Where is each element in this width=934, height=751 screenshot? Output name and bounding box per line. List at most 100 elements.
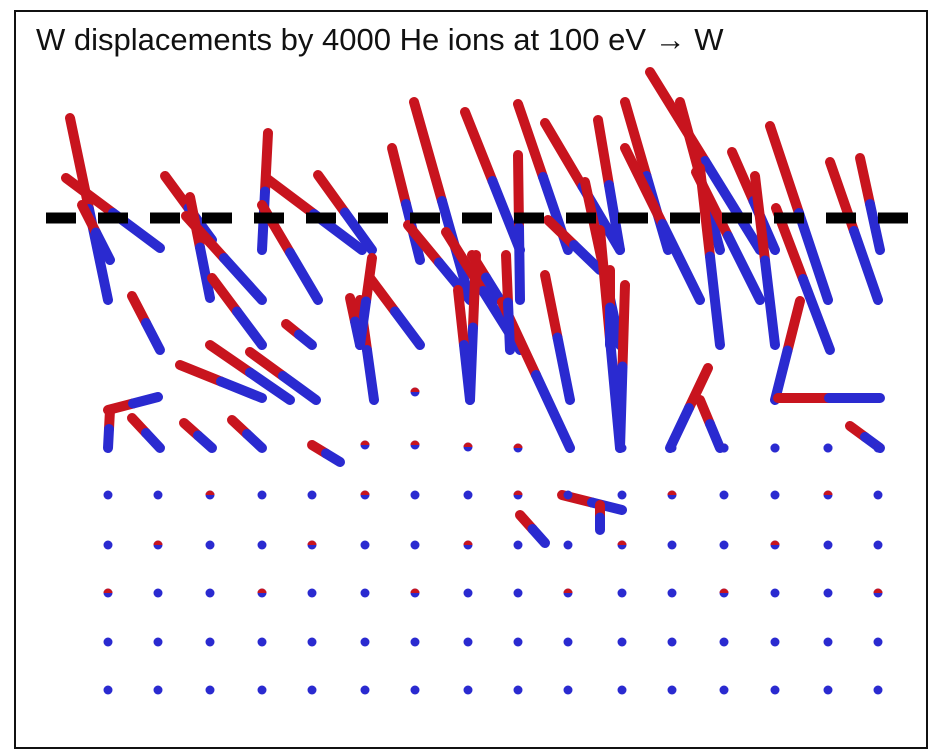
displacement-rod-start xyxy=(855,153,875,209)
lattice-site xyxy=(103,637,113,647)
displacement-rod-end xyxy=(705,251,725,350)
lattice-site-shift xyxy=(360,490,370,495)
lattice-site xyxy=(103,685,113,695)
lattice-site xyxy=(513,637,523,647)
lattice-site xyxy=(563,685,573,695)
lattice-site xyxy=(410,637,420,647)
lattice-site-shift xyxy=(823,490,833,495)
displacement-rod-end xyxy=(242,429,267,453)
displacement-rod-end xyxy=(723,231,765,305)
displacement-rod-end xyxy=(481,272,505,305)
lattice-site xyxy=(463,588,473,598)
displacement-rod-end xyxy=(459,340,475,405)
lattice-site xyxy=(103,490,113,500)
lattice-site xyxy=(153,637,163,647)
displacement-rod-end xyxy=(552,332,575,405)
lattice-site xyxy=(770,490,780,500)
lattice-site xyxy=(563,490,573,500)
lattice-site xyxy=(770,685,780,695)
lattice-site xyxy=(873,637,883,647)
lattice-site-shift xyxy=(257,588,267,593)
displacement-rod-end xyxy=(390,306,425,350)
displacement-rods xyxy=(61,67,885,548)
lattice-site xyxy=(563,637,573,647)
lattice-site xyxy=(770,588,780,598)
lattice-site-shift xyxy=(307,540,317,545)
lattice-site xyxy=(617,490,627,500)
displacement-rod-end xyxy=(219,253,267,305)
displacement-rod-end xyxy=(527,524,550,548)
lattice-site xyxy=(823,637,833,647)
displacement-rod-start xyxy=(205,340,255,378)
displacement-rod-start xyxy=(409,97,447,206)
displacement-rod-end xyxy=(615,361,628,453)
lattice-site-shift xyxy=(513,490,523,495)
lattice-site xyxy=(410,490,420,500)
displacement-rod-end xyxy=(665,403,694,453)
displacement-rod-end xyxy=(705,419,725,453)
displacement-rod-start xyxy=(675,97,705,181)
displacement-rod-end xyxy=(798,274,835,355)
displacement-rod-end xyxy=(91,227,115,265)
lattice-site xyxy=(719,637,729,647)
lattice-site-shift xyxy=(410,440,420,445)
lattice-site xyxy=(823,443,833,453)
displacement-rod-start xyxy=(782,296,805,356)
displacement-rod-start xyxy=(403,220,444,268)
lattice-site xyxy=(823,588,833,598)
lattice-site xyxy=(823,540,833,550)
displacement-rod-end xyxy=(232,306,267,350)
displacement-rod-start xyxy=(593,115,614,190)
lattice-site xyxy=(667,685,677,695)
lattice-site-shift xyxy=(770,540,780,545)
lattice-site xyxy=(307,637,317,647)
lattice-site xyxy=(103,540,113,550)
lattice-site xyxy=(257,540,267,550)
displacement-rod-end xyxy=(569,240,605,275)
lattice-site xyxy=(513,685,523,695)
lattice-site xyxy=(360,588,370,598)
displacement-rod-start xyxy=(513,99,548,182)
lattice-site xyxy=(463,490,473,500)
displacement-rod-end xyxy=(278,371,321,405)
lattice-site-shift xyxy=(463,540,473,545)
displacement-rod-end xyxy=(216,376,267,403)
displacement-rod-start xyxy=(387,143,411,209)
displacement-rod-end xyxy=(657,219,705,305)
lattice-site-shift xyxy=(563,588,573,593)
lattice-site xyxy=(617,588,627,598)
displacement-rod-start xyxy=(127,291,151,328)
lattice-site-shift xyxy=(463,442,473,447)
lattice-site-shift xyxy=(410,588,420,593)
lattice-site-shift xyxy=(410,387,420,392)
displacement-rod-start xyxy=(620,143,668,229)
lattice-site xyxy=(307,490,317,500)
lattice-site xyxy=(153,588,163,598)
lattice-site xyxy=(823,685,833,695)
lattice-site xyxy=(360,637,370,647)
displacement-rod-start xyxy=(61,173,118,218)
displacement-rod-end xyxy=(604,180,625,255)
displacement-rod-start xyxy=(765,121,804,218)
lattice-site xyxy=(563,540,573,550)
displacement-rod-end xyxy=(849,226,883,305)
lattice-site-shift xyxy=(719,588,729,593)
displacement-rod-end xyxy=(285,247,323,305)
displacement-rod-start xyxy=(468,250,481,333)
lattice-site xyxy=(873,443,883,453)
lattice-site xyxy=(667,588,677,598)
lattice-site xyxy=(360,540,370,550)
displacement-rod-end xyxy=(794,208,833,305)
displacement-rod-end xyxy=(193,430,217,453)
lattice-site xyxy=(205,637,215,647)
lattice-site xyxy=(205,540,215,550)
displacement-rod-start xyxy=(181,211,229,263)
lattice-site xyxy=(770,443,780,453)
displacement-rod-start xyxy=(77,200,101,238)
lattice-site xyxy=(719,490,729,500)
displacement-rod-end xyxy=(760,255,780,350)
displacement-rod-start xyxy=(501,250,513,308)
lattice-sites xyxy=(103,387,883,695)
displacement-rod-end xyxy=(362,345,379,405)
